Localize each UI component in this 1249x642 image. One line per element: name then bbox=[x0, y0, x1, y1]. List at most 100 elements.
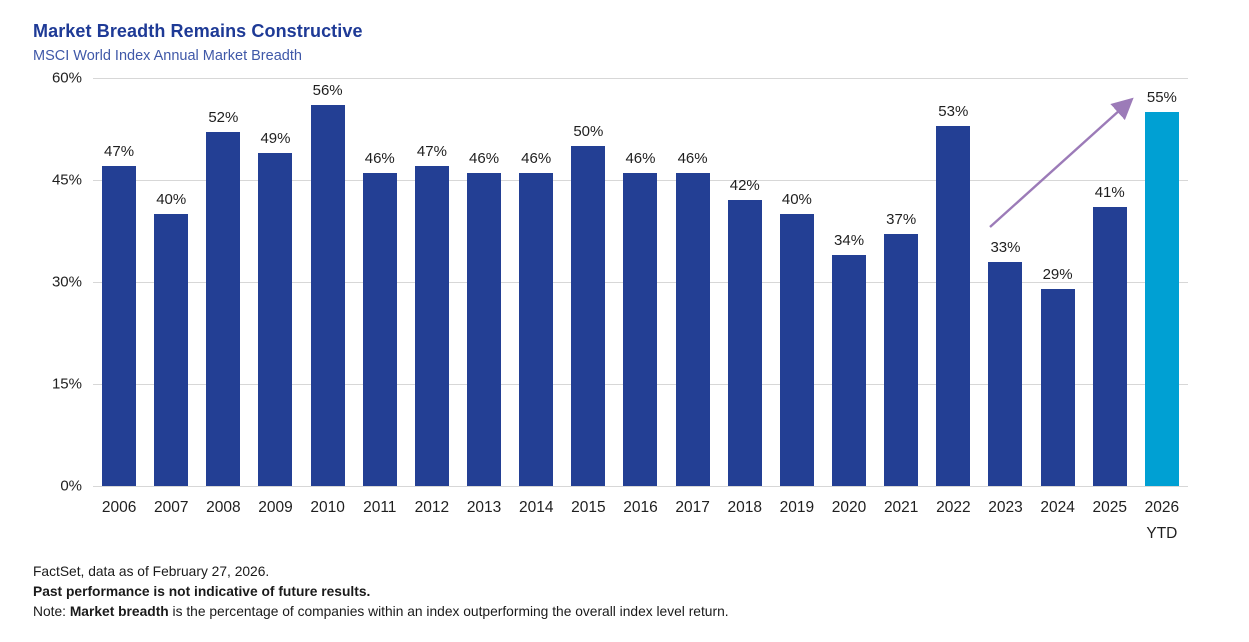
bar-value-label: 40% bbox=[156, 191, 187, 208]
bar-column: 46% bbox=[354, 78, 406, 486]
bar-2017 bbox=[675, 173, 710, 486]
bar-column: 37% bbox=[875, 78, 927, 486]
x-tick-label: 2017 bbox=[675, 499, 710, 516]
x-tick-label: 2023 bbox=[988, 499, 1023, 516]
bar-column: 33% bbox=[979, 78, 1031, 486]
bar-value-label: 53% bbox=[938, 102, 969, 120]
bar-value-label: 49% bbox=[260, 129, 291, 147]
bar-column: 42% bbox=[719, 78, 771, 486]
bar-2011 bbox=[362, 173, 397, 486]
bar-2010 bbox=[310, 105, 345, 486]
bar-value-label: 40% bbox=[781, 191, 812, 208]
bar-value-label: 55% bbox=[1146, 89, 1177, 106]
bar-2021 bbox=[884, 234, 919, 486]
plot-area: 47% 40% 52% 49% 56% 46% 47% 46% 46% 50% 46% 46% 42% 4… bbox=[93, 77, 1188, 487]
x-axis: 2006 2007 2008 2009 2010 2011 2012 2013 2014 2015… bbox=[93, 495, 1188, 547]
y-tick-label: 30% bbox=[51, 273, 82, 291]
bar-value-label: 46% bbox=[469, 150, 500, 168]
x-tick-label: 2012 bbox=[414, 499, 450, 516]
x-tick-label: 2019 bbox=[779, 499, 815, 516]
bar-value-label: 37% bbox=[886, 211, 917, 229]
bar-2012 bbox=[414, 166, 449, 486]
bar-value-label: 47% bbox=[416, 143, 447, 161]
bar-value-label: 46% bbox=[625, 150, 656, 168]
bar-value-label: 52% bbox=[208, 109, 239, 127]
bar-chart: 0% 15% 30% 45% 60% 47% 40% 52% 49% 56% 46% 47% 46% 4… bbox=[33, 70, 1249, 495]
x-tick-label: 2008 bbox=[206, 499, 241, 516]
bar-2019 bbox=[779, 214, 814, 486]
bar-column: 50% bbox=[562, 78, 614, 486]
source-note: FactSet, data as of February 27, 2026. bbox=[33, 564, 270, 579]
bar-2018 bbox=[727, 200, 762, 486]
bar-value-label: 46% bbox=[677, 150, 708, 168]
note-prefix: Note: bbox=[33, 604, 70, 619]
x-tick-label: 2020 bbox=[831, 499, 867, 516]
bar-column: 46% bbox=[458, 78, 510, 486]
bar-column: 41% bbox=[1084, 78, 1136, 486]
bars-row: 47% 40% 52% 49% 56% 46% 47% 46% 46% 50% 46% 46% 42% 4… bbox=[93, 78, 1188, 486]
bar-2013 bbox=[467, 173, 502, 486]
bar-value-label: 42% bbox=[729, 177, 760, 195]
bar-column: 40% bbox=[771, 78, 823, 486]
bar-2016 bbox=[623, 173, 658, 486]
x-tick-label: 2016 bbox=[623, 499, 658, 516]
bar-value-label: 56% bbox=[312, 82, 343, 100]
gridline-0 bbox=[93, 485, 1188, 487]
bar-2025 bbox=[1092, 207, 1127, 486]
note-rest: is the percentage of companies within an… bbox=[168, 604, 729, 619]
x-tick-label: 2013 bbox=[466, 499, 502, 516]
y-axis: 0% 15% 30% 45% 60% bbox=[33, 70, 93, 495]
bar-column: 53% bbox=[927, 78, 979, 486]
chart-subtitle: MSCI World Index Annual Market Breadth bbox=[33, 48, 302, 64]
bar-column: 52% bbox=[197, 78, 249, 486]
bar-value-label: 34% bbox=[834, 231, 865, 249]
chart-title: Market Breadth Remains Constructive bbox=[33, 21, 363, 41]
x-tick-label: 2021 bbox=[883, 499, 919, 516]
bar-2022 bbox=[936, 125, 971, 486]
bar-column: 47% bbox=[406, 78, 458, 486]
bar-column: 46% bbox=[510, 78, 562, 486]
bar-column: 55% bbox=[1136, 78, 1188, 486]
chart-header: Market Breadth Remains Constructive MSCI… bbox=[0, 0, 1249, 64]
x-tick-label: 2010 bbox=[310, 499, 345, 516]
definition-note: Note: Market breadth is the percentage o… bbox=[33, 602, 1249, 622]
note-bold-term: Market breadth bbox=[69, 604, 169, 619]
bar-2006 bbox=[102, 166, 137, 486]
x-tick-label: 2006 bbox=[101, 499, 137, 516]
x-tick-label: 2024 bbox=[1040, 499, 1075, 516]
bar-column: 47% bbox=[93, 78, 145, 486]
bar-2023 bbox=[988, 261, 1023, 486]
y-tick-label: 0% bbox=[60, 477, 82, 495]
bar-value-label: 29% bbox=[1042, 265, 1073, 283]
bar-2007 bbox=[154, 214, 189, 486]
x-tick-label: 2014 bbox=[518, 499, 554, 516]
bar-column: 56% bbox=[302, 78, 354, 486]
bar-column: 46% bbox=[667, 78, 719, 486]
chart-footer: FactSet, data as of February 27, 2026. P… bbox=[33, 562, 1249, 622]
bar-2020 bbox=[832, 254, 867, 486]
x-tick-label: 2022 bbox=[936, 499, 971, 516]
x-tick-label: 2018 bbox=[727, 499, 762, 516]
bar-column: 40% bbox=[145, 78, 197, 486]
x-tick-label: 2007 bbox=[153, 499, 189, 516]
bar-value-label: 46% bbox=[521, 150, 552, 168]
bar-value-label: 47% bbox=[104, 143, 135, 161]
bar-2014 bbox=[519, 173, 554, 486]
gridline-60 bbox=[93, 77, 1188, 79]
y-tick-label: 15% bbox=[51, 375, 82, 393]
bar-value-label: 33% bbox=[990, 238, 1021, 256]
y-tick-label: 45% bbox=[51, 171, 82, 189]
bar-2015 bbox=[571, 146, 606, 486]
x-tick-label: 2011 bbox=[363, 499, 397, 516]
x-tick-label: 2026 YTD bbox=[1144, 499, 1180, 542]
bar-value-label: 41% bbox=[1094, 184, 1125, 202]
bar-column: 49% bbox=[249, 78, 301, 486]
bar-value-label: 46% bbox=[364, 150, 395, 168]
y-tick-label: 60% bbox=[51, 69, 82, 87]
bar-2009 bbox=[258, 152, 293, 486]
x-tick-label: 2025 bbox=[1092, 499, 1127, 516]
bar-2026 bbox=[1144, 112, 1179, 486]
bar-column: 46% bbox=[614, 78, 666, 486]
x-tick-label: 2009 bbox=[258, 499, 293, 516]
